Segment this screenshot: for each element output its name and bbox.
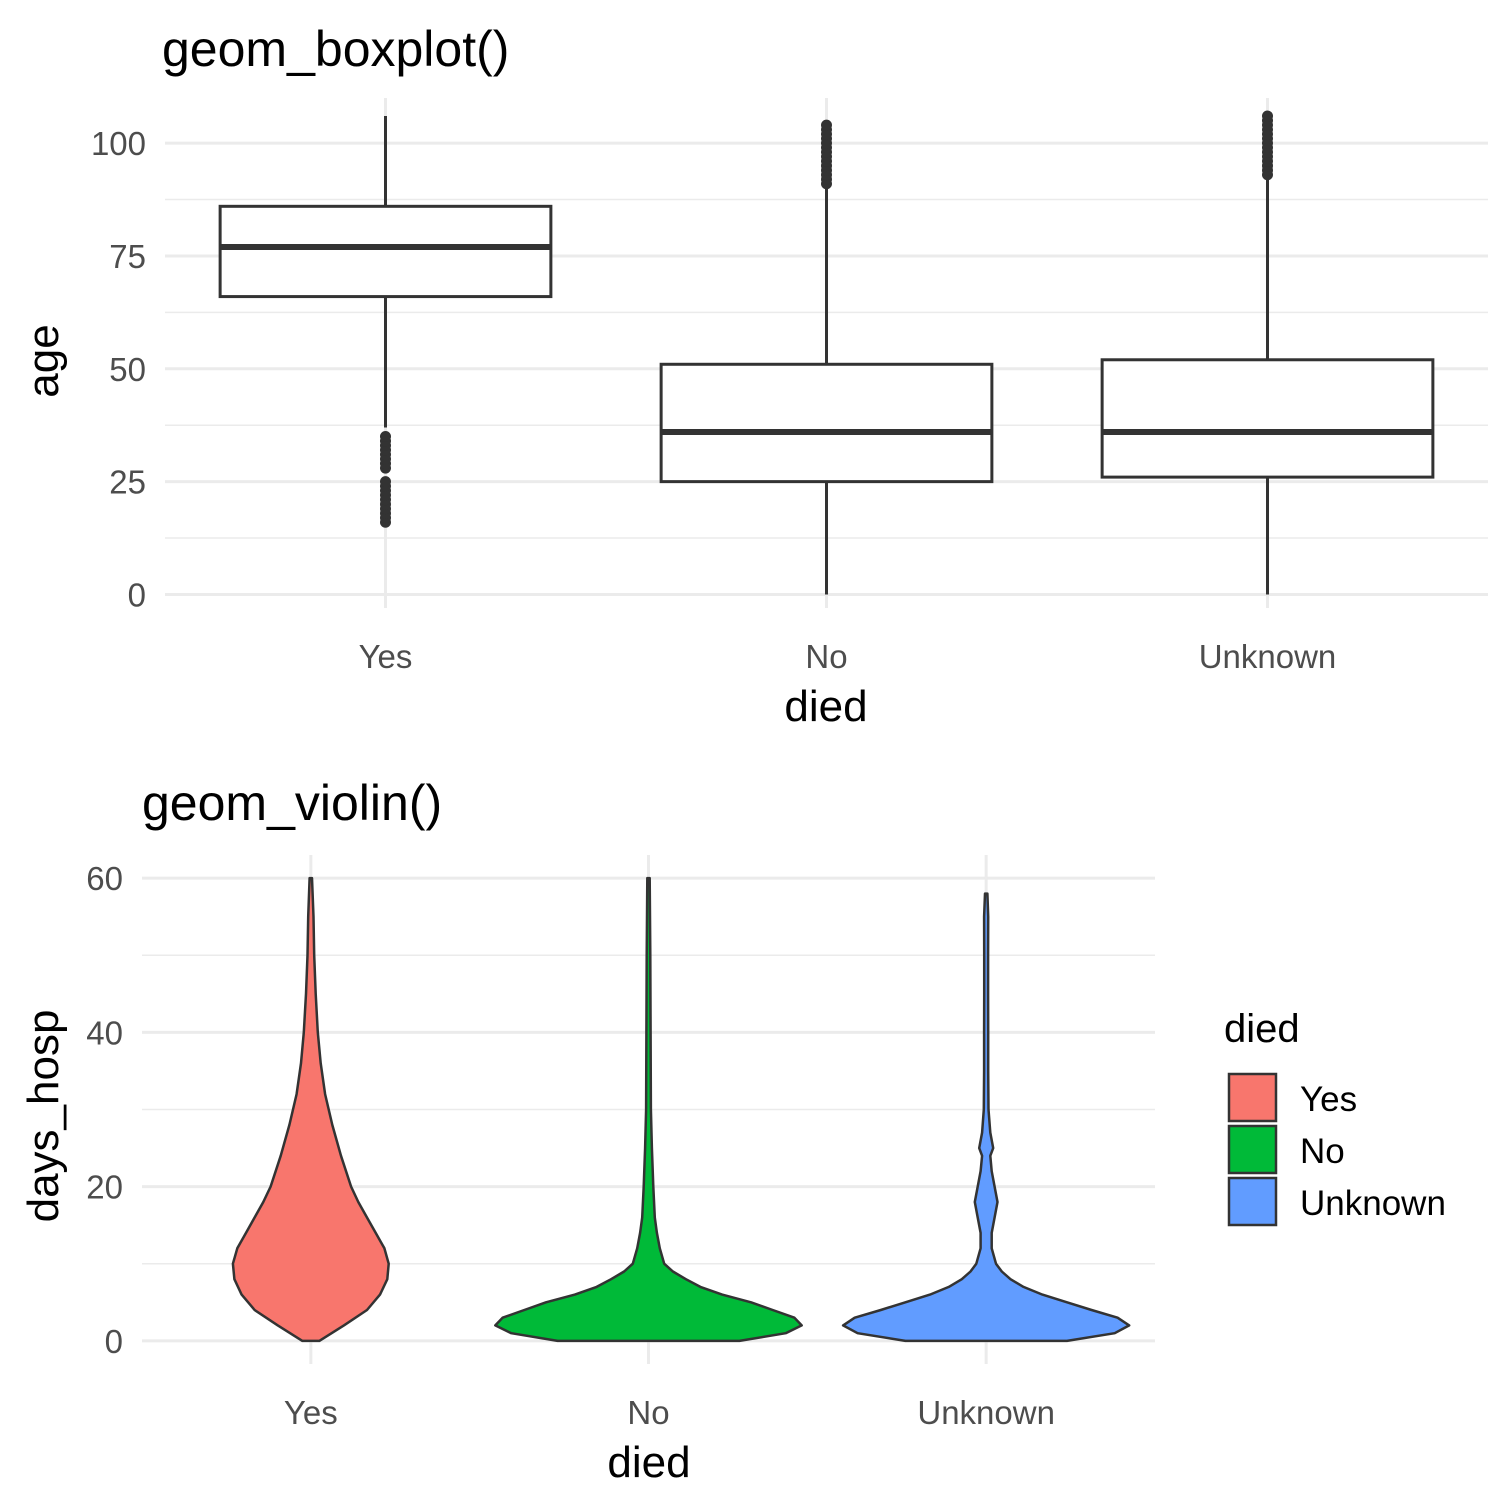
legend-swatch-yes bbox=[1227, 1072, 1278, 1123]
boxplot-panel: geom_boxplot() 0 25 50 75 100 Yes No Unknown d… bbox=[19, 21, 1488, 731]
box-iqr bbox=[218, 204, 553, 299]
y-tick-label: 75 bbox=[109, 238, 146, 275]
outlier-point bbox=[821, 119, 832, 131]
violin-y-ticks: 0 20 40 60 bbox=[86, 860, 123, 1360]
boxplot-y-axis-title: age bbox=[19, 324, 68, 397]
outlier-point bbox=[380, 430, 391, 442]
legend-title: died bbox=[1224, 1007, 1300, 1051]
legend-label-unknown: Unknown bbox=[1300, 1184, 1446, 1223]
legend-swatch-unknown bbox=[1227, 1176, 1278, 1227]
box-no bbox=[659, 119, 994, 595]
y-tick-label: 20 bbox=[86, 1169, 123, 1206]
legend-label-no: No bbox=[1300, 1132, 1345, 1171]
violin-title: geom_violin() bbox=[142, 775, 442, 831]
violin-unknown bbox=[841, 892, 1131, 1343]
violin-y-axis-title: days_hosp bbox=[19, 1010, 68, 1223]
outlier-point bbox=[380, 476, 391, 488]
boxplot-title: geom_boxplot() bbox=[162, 21, 509, 77]
x-tick-label: No bbox=[805, 638, 847, 675]
boxplot-x-axis-title: died bbox=[784, 682, 867, 731]
y-tick-label: 100 bbox=[91, 125, 146, 162]
y-tick-label: 60 bbox=[86, 860, 123, 897]
y-tick-label: 50 bbox=[109, 351, 146, 388]
y-tick-label: 40 bbox=[86, 1014, 123, 1051]
violin-no bbox=[494, 876, 803, 1343]
x-tick-label: Unknown bbox=[1199, 638, 1337, 675]
x-tick-label: No bbox=[627, 1394, 669, 1431]
violin-yes bbox=[231, 876, 390, 1343]
violin-x-axis-title: died bbox=[607, 1438, 690, 1487]
legend: died Yes No Unknown bbox=[1224, 1007, 1446, 1227]
violin-marks bbox=[231, 876, 1131, 1343]
y-tick-label: 0 bbox=[128, 576, 146, 613]
y-tick-label: 25 bbox=[109, 464, 146, 501]
boxplot-x-ticks: Yes No Unknown bbox=[359, 638, 1337, 675]
boxplot-y-ticks: 0 25 50 75 100 bbox=[91, 125, 146, 613]
box-iqr bbox=[1100, 358, 1435, 479]
box-unknown bbox=[1100, 110, 1435, 595]
box-yes bbox=[218, 116, 553, 528]
legend-items: Yes No Unknown bbox=[1227, 1072, 1446, 1227]
x-tick-label: Yes bbox=[284, 1394, 338, 1431]
y-tick-label: 0 bbox=[105, 1323, 123, 1360]
outlier-point bbox=[1262, 110, 1273, 122]
box-iqr bbox=[659, 362, 994, 484]
x-tick-label: Yes bbox=[359, 638, 413, 675]
violin-x-ticks: Yes No Unknown bbox=[284, 1394, 1055, 1431]
legend-swatch-no bbox=[1227, 1124, 1278, 1175]
boxplot-marks bbox=[218, 110, 1435, 595]
x-tick-label: Unknown bbox=[917, 1394, 1055, 1431]
legend-label-yes: Yes bbox=[1300, 1080, 1357, 1119]
